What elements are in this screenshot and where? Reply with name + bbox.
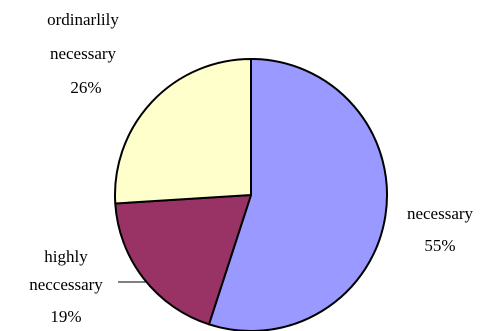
slice-value-ordinarlily-necessary: 26% [70, 78, 101, 97]
slice-label-necessary: necessary [407, 204, 474, 223]
pie-slice-highly-neccessary [114, 194, 252, 326]
slice-label-ordinarlily-necessary-line2: necessary [50, 44, 117, 63]
pie-slice-necessary [207, 58, 388, 331]
slice-label-highly-neccessary-line2: neccessary [29, 275, 103, 294]
slice-value-necessary: 55% [424, 236, 455, 255]
slice-label-highly-neccessary: highly [44, 247, 88, 266]
slice-label-ordinarlily-necessary: ordinarlily [47, 10, 119, 29]
slice-value-highly-neccessary: 19% [50, 307, 81, 326]
pie-slices [114, 58, 388, 331]
pie-slice-ordinarlily-necessary [114, 58, 252, 205]
